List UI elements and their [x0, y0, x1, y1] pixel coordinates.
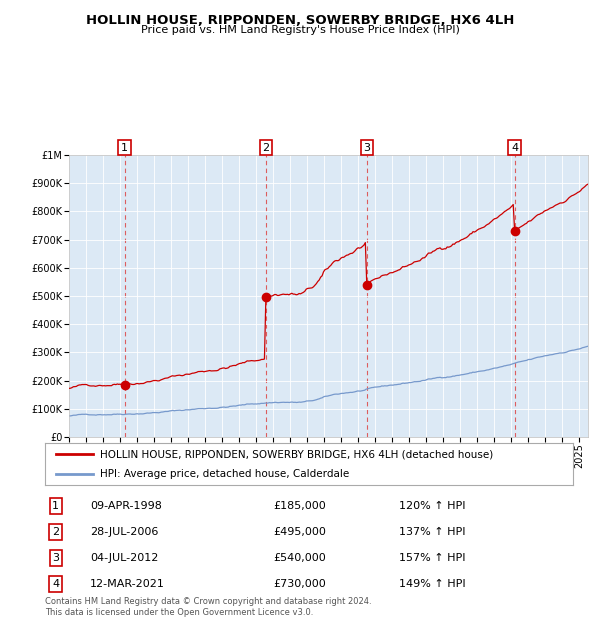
Text: £185,000: £185,000: [273, 501, 326, 511]
Text: HOLLIN HOUSE, RIPPONDEN, SOWERBY BRIDGE, HX6 4LH (detached house): HOLLIN HOUSE, RIPPONDEN, SOWERBY BRIDGE,…: [100, 450, 494, 459]
Text: HOLLIN HOUSE, RIPPONDEN, SOWERBY BRIDGE, HX6 4LH: HOLLIN HOUSE, RIPPONDEN, SOWERBY BRIDGE,…: [86, 14, 514, 27]
Text: Price paid vs. HM Land Registry's House Price Index (HPI): Price paid vs. HM Land Registry's House …: [140, 25, 460, 35]
Text: £495,000: £495,000: [273, 527, 326, 537]
Text: £730,000: £730,000: [273, 579, 326, 589]
Text: 137% ↑ HPI: 137% ↑ HPI: [399, 527, 466, 537]
Text: HPI: Average price, detached house, Calderdale: HPI: Average price, detached house, Cald…: [100, 469, 350, 479]
Text: 149% ↑ HPI: 149% ↑ HPI: [399, 579, 466, 589]
Text: 4: 4: [511, 143, 518, 153]
Text: 157% ↑ HPI: 157% ↑ HPI: [399, 553, 466, 563]
Text: 3: 3: [52, 553, 59, 563]
Text: 3: 3: [363, 143, 370, 153]
Text: 4: 4: [52, 579, 59, 589]
Text: Contains HM Land Registry data © Crown copyright and database right 2024.
This d: Contains HM Land Registry data © Crown c…: [45, 598, 371, 617]
Text: 09-APR-1998: 09-APR-1998: [90, 501, 162, 511]
Text: 28-JUL-2006: 28-JUL-2006: [90, 527, 158, 537]
Text: 04-JUL-2012: 04-JUL-2012: [90, 553, 158, 563]
Text: 2: 2: [52, 527, 59, 537]
Text: 120% ↑ HPI: 120% ↑ HPI: [399, 501, 466, 511]
Text: 1: 1: [121, 143, 128, 153]
Text: 12-MAR-2021: 12-MAR-2021: [90, 579, 165, 589]
Text: £540,000: £540,000: [273, 553, 326, 563]
Text: 1: 1: [52, 501, 59, 511]
Text: 2: 2: [262, 143, 269, 153]
